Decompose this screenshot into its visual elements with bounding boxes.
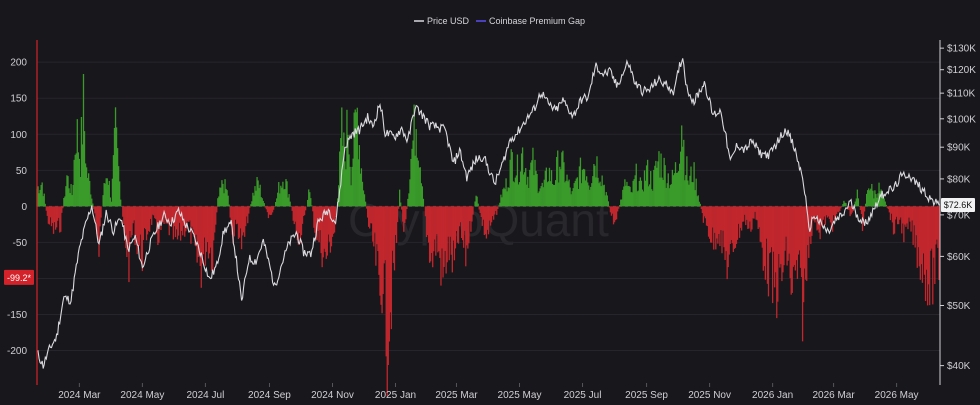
left-tick-label: 100 (10, 130, 27, 141)
x-tick-label: 2026 May (875, 390, 919, 401)
legend: Price USD Coinbase Premium Gap (414, 16, 585, 26)
premium-current-value: -99.2* (7, 273, 32, 283)
left-tick-label: 50 (16, 166, 28, 177)
x-tick-label: 2024 Jul (187, 390, 225, 401)
left-tick-label: -200 (7, 346, 27, 357)
left-tick-label: 150 (10, 94, 27, 105)
price-line (36, 58, 941, 369)
plot-area (36, 58, 941, 397)
x-tick-label: 2026 Mar (812, 390, 855, 401)
x-tick-label: 2025 Jul (564, 390, 602, 401)
x-tick-label: 2024 Nov (311, 390, 354, 401)
x-tick-label: 2025 May (498, 390, 542, 401)
right-tick-label: $60K (947, 252, 971, 263)
right-axis: $130K $120K $110K $100K $90K $80K $70K $60K $50K… (939, 40, 976, 385)
right-tick-label: $130K (947, 44, 976, 55)
x-tick-label: 2024 Mar (58, 390, 101, 401)
left-tick-label: 200 (10, 58, 27, 69)
x-tick-label: 2025 Nov (688, 390, 731, 401)
x-tick-label: 2025 Sep (625, 390, 668, 401)
right-tick-label: $120K (947, 65, 976, 76)
x-tick-label: 2024 May (120, 390, 164, 401)
price-current-value: $72.6K (944, 200, 973, 210)
x-axis: 2024 Mar 2024 May 2024 Jul 2024 Sep 2024 Nov… (58, 383, 919, 401)
right-tick-label: $80K (947, 174, 971, 185)
price-current-badge (941, 198, 975, 213)
x-tick-label: 2025 Mar (435, 390, 478, 401)
legend-label-premium: Coinbase Premium Gap (489, 16, 585, 26)
right-tick-label: $50K (947, 301, 971, 312)
right-tick-label: $100K (947, 114, 976, 125)
current-value-badges: -99.2* $72.6K (4, 198, 975, 285)
left-tick-label: 0 (21, 202, 27, 213)
left-tick-label: -50 (13, 238, 28, 249)
right-tick-label: $110K (947, 89, 976, 100)
right-tick-label: $70K (947, 210, 971, 221)
legend-label-price: Price USD (427, 16, 470, 26)
x-tick-label: 2025 Jan (375, 390, 416, 401)
left-tick-label: -150 (7, 310, 27, 321)
x-tick-label: 2026 Jan (752, 390, 793, 401)
x-tick-label: 2024 Sep (248, 390, 291, 401)
premium-current-badge (4, 269, 34, 285)
right-tick-label: $90K (947, 143, 971, 154)
right-tick-label: $40K (947, 361, 971, 372)
